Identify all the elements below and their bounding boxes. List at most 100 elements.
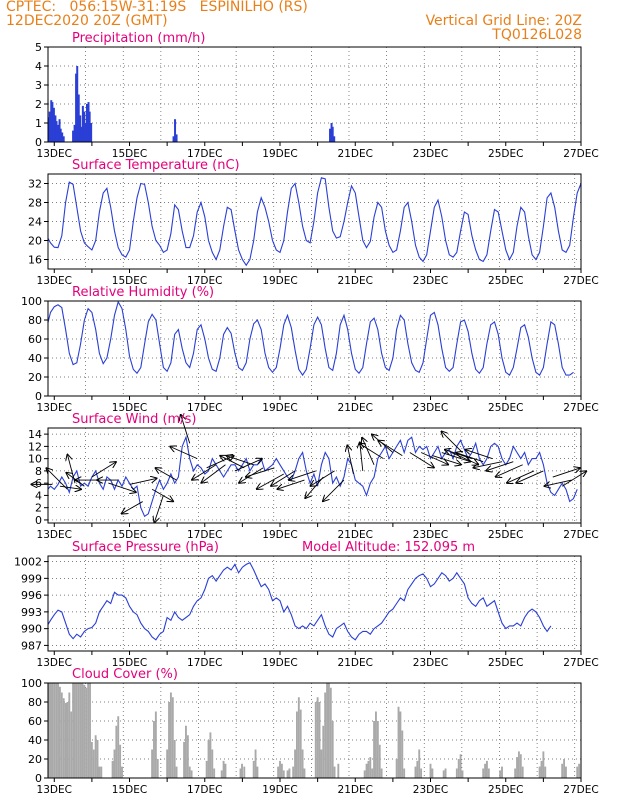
x-tick-label: 25DEC	[488, 402, 523, 414]
wind-arrow	[181, 415, 191, 444]
y-tick-label: 0	[35, 772, 42, 785]
cloud-bar	[220, 770, 223, 778]
cloud-bar	[100, 766, 103, 778]
cloud-bar	[85, 687, 88, 778]
x-tick-label: 21DEC	[338, 275, 373, 287]
cloud-bar	[501, 766, 503, 778]
cloud-bar	[373, 721, 376, 778]
cloud-bar	[416, 760, 419, 778]
cloud-bar	[297, 697, 300, 778]
cloud-bar	[87, 683, 90, 778]
cloud-bar	[561, 763, 564, 778]
panel-frame	[47, 427, 582, 524]
precip-bar	[175, 134, 178, 142]
wind-arrow	[170, 447, 198, 460]
panel-frame	[47, 555, 582, 652]
y-tick-label: 4	[35, 489, 42, 502]
precip-bar	[90, 123, 93, 142]
cloud-bar	[371, 768, 374, 778]
x-tick-label: 27DEC	[563, 275, 598, 287]
cloud-bar	[169, 692, 172, 778]
wind-arrow	[507, 470, 535, 483]
cloud-bar	[75, 683, 78, 778]
y-tick-label: 5	[35, 41, 42, 54]
x-tick-label: 21DEC	[338, 402, 373, 414]
cloud-bar	[563, 759, 566, 778]
cloud-bar	[98, 766, 101, 778]
cloud-bar	[119, 744, 122, 778]
cloud-bar	[375, 711, 377, 778]
y-tick-label: 20	[28, 235, 42, 248]
panel-cloud	[44, 682, 582, 782]
cloud-bar	[252, 760, 255, 778]
x-tick-label: 23DEC	[413, 657, 448, 669]
panel-title: Surface Wind (m/s)	[72, 412, 196, 427]
cloud-bar	[301, 749, 304, 778]
wind-arrow	[552, 468, 580, 478]
x-tick-label: 25DEC	[488, 148, 523, 160]
cloud-bar	[403, 768, 406, 778]
wind-arrow	[359, 444, 384, 460]
precip-bar	[83, 111, 86, 142]
cloud-bar	[482, 768, 485, 778]
y-tick-label: 0	[35, 514, 42, 527]
cloud-bar	[77, 683, 80, 778]
cloud-bar	[171, 697, 174, 778]
wind-arrow	[122, 501, 143, 514]
x-tick-label: 13DEC	[37, 402, 72, 414]
cloud-bar	[514, 768, 517, 778]
cloud-bar	[397, 706, 400, 778]
cloud-bar	[156, 759, 159, 778]
precip-bar	[72, 130, 75, 142]
x-tick-label: 19DEC	[262, 148, 297, 160]
wind-arrow	[246, 467, 275, 477]
precip-bar	[79, 115, 82, 142]
x-tick-label: 13DEC	[37, 275, 72, 287]
cloud-bar	[544, 766, 547, 778]
cloud-bar	[94, 735, 97, 778]
cloud-bar	[47, 683, 50, 778]
wind-arrow	[561, 471, 586, 487]
x-tick-label: 17DEC	[187, 148, 222, 160]
cloud-bar	[115, 725, 118, 778]
panel-title: Surface Temperature (nC)	[72, 158, 240, 173]
cloud-bar	[188, 766, 191, 778]
cloud-bar	[442, 770, 445, 778]
y-tick-label: 6	[35, 477, 42, 490]
cloud-bar	[484, 763, 487, 778]
cloud-bar	[111, 760, 114, 778]
wind-arrow	[441, 432, 463, 453]
wind-arrow	[234, 459, 262, 472]
panel-frame	[47, 173, 582, 270]
panel-frame	[47, 46, 582, 143]
cloud-bar	[540, 760, 543, 778]
precip-bar	[52, 107, 55, 142]
wind-arrow	[206, 456, 234, 469]
cloud-bar	[517, 751, 520, 778]
cloud-bar	[55, 683, 58, 778]
y-tick-label: 100	[21, 295, 42, 308]
wind-arrow	[271, 470, 296, 486]
cloud-bar	[294, 749, 297, 778]
precip-bar	[333, 136, 336, 142]
cloud-bar	[327, 683, 330, 778]
cloud-bar	[166, 749, 169, 778]
y-tick-label: 80	[28, 696, 42, 709]
cloud-bar	[154, 711, 157, 778]
wind-arrow	[473, 461, 503, 468]
panel-title: Precipitation (mm/h)	[72, 31, 205, 46]
cloud-bar	[286, 770, 289, 778]
cloud-bar	[243, 766, 246, 778]
cloud-bar	[239, 768, 242, 778]
header-grid-line: Vertical Grid Line: 20Z	[425, 13, 582, 29]
cloud-bar	[369, 757, 372, 778]
x-tick-label: 21DEC	[338, 148, 373, 160]
y-tick-label: 28	[28, 197, 42, 210]
precip-bar	[174, 119, 177, 142]
cloud-bar	[90, 741, 93, 778]
wind-arrow	[305, 476, 324, 498]
x-tick-label: 23DEC	[413, 402, 448, 414]
cloud-bar	[521, 766, 524, 778]
precip-bar	[47, 117, 50, 142]
wind-arrow	[257, 473, 284, 489]
